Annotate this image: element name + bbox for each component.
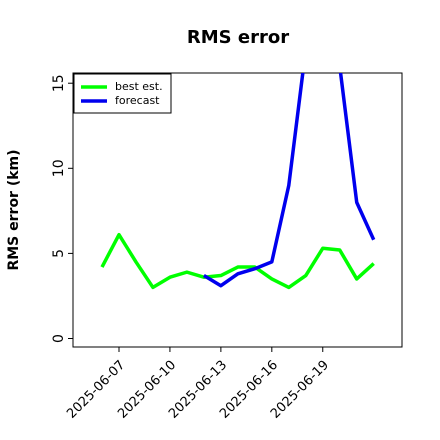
y-axis-label: RMS error (km) xyxy=(6,149,22,270)
legend-label: forecast xyxy=(115,94,160,107)
y-tick-label: 0 xyxy=(51,334,67,343)
legend-label: best est. xyxy=(115,80,163,93)
chart-title: RMS error xyxy=(187,27,289,48)
series-line xyxy=(100,232,375,290)
plot-frame xyxy=(72,72,403,348)
y-tick-label: 10 xyxy=(51,159,67,177)
series-line xyxy=(202,73,376,288)
plot-area xyxy=(100,73,376,290)
legend: best est.forecast xyxy=(73,73,172,114)
y-tick-label: 15 xyxy=(51,74,67,92)
legend-box xyxy=(73,73,172,114)
y-tick-label: 5 xyxy=(51,249,67,258)
